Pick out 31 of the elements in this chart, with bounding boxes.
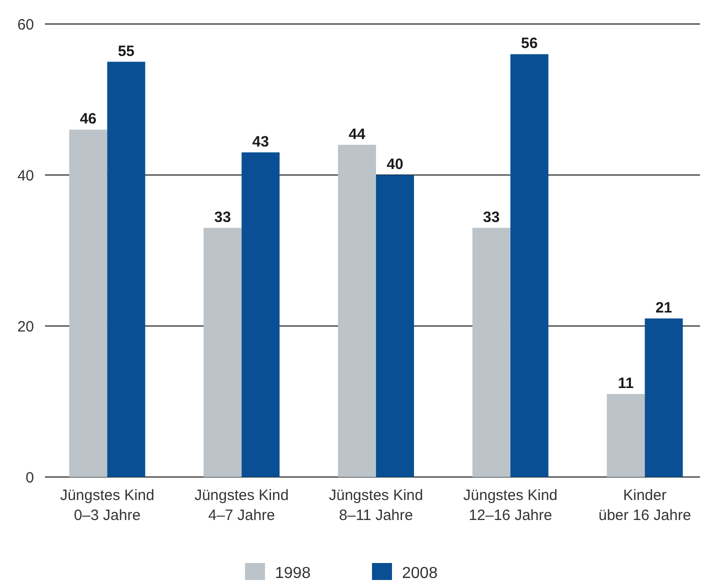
legend-label: 1998 xyxy=(275,565,311,581)
x-tick-label: Jüngstes Kind 4–7 Jahre xyxy=(194,487,289,524)
data-label: 40 xyxy=(386,156,404,173)
bar xyxy=(606,394,645,477)
bar xyxy=(204,228,242,477)
x-tick-label: Jüngstes Kind 8–11 Jahre xyxy=(328,487,424,524)
y-tick-label: 40 xyxy=(17,167,34,184)
bar xyxy=(69,130,108,477)
y-tick-label: 20 xyxy=(17,318,34,336)
x-tick-label: Kinder über 16 Jahre xyxy=(598,487,692,524)
bar xyxy=(107,62,146,477)
y-tick-label: 60 xyxy=(17,16,34,34)
bar xyxy=(338,144,376,477)
bar xyxy=(510,54,548,477)
data-label: 56 xyxy=(521,35,538,52)
data-label: 33 xyxy=(483,208,500,226)
data-label: 21 xyxy=(655,299,672,316)
y-tick-label: 0 xyxy=(26,469,34,486)
bar xyxy=(376,175,414,477)
x-tick-label: Jüngstes Kind 0–3 Jahre xyxy=(60,487,154,524)
data-label: 33 xyxy=(214,208,231,226)
x-tick-label: Jüngstes Kind 12–16 Jahre xyxy=(463,487,558,524)
data-label: 44 xyxy=(348,126,366,143)
legend-label: 2008 xyxy=(402,565,438,581)
data-label: 43 xyxy=(252,133,269,150)
data-label: 46 xyxy=(80,110,97,128)
bar xyxy=(242,152,280,477)
data-label: 11 xyxy=(618,374,634,392)
bar xyxy=(472,228,510,477)
data-label: 55 xyxy=(118,42,135,60)
bar xyxy=(644,318,683,477)
